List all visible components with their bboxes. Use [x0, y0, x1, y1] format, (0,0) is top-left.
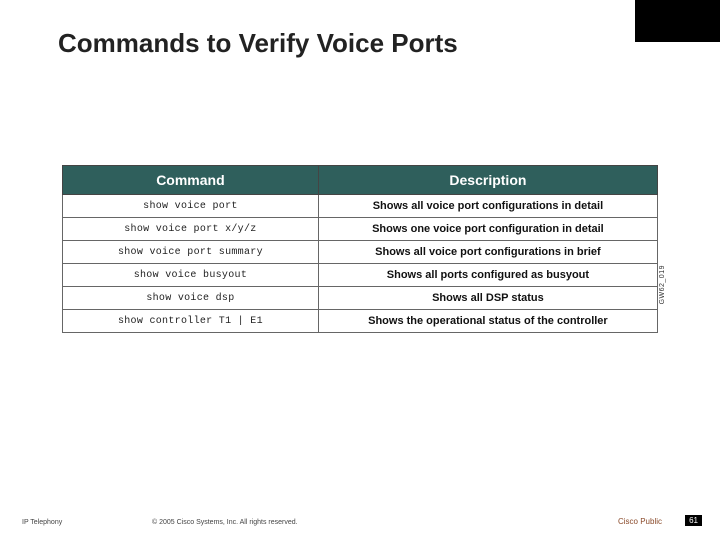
footer-course: IP Telephony	[22, 519, 62, 526]
cmd-cell: show voice busyout	[63, 264, 319, 287]
table-row: show voice port Shows all voice port con…	[63, 195, 658, 218]
footer: IP Telephony © 2005 Cisco Systems, Inc. …	[0, 506, 720, 526]
footer-copyright: © 2005 Cisco Systems, Inc. All rights re…	[152, 519, 298, 526]
commands-table: Command Description show voice port Show…	[62, 165, 658, 333]
desc-cell: Shows the operational status of the cont…	[318, 310, 657, 333]
figure-code: GW62_019	[659, 265, 666, 304]
table-row: show voice port x/y/z Shows one voice po…	[63, 218, 658, 241]
desc-cell: Shows all DSP status	[318, 287, 657, 310]
footer-page-number: 61	[685, 515, 702, 526]
desc-cell: Shows all ports configured as busyout	[318, 264, 657, 287]
col-header-command: Command	[63, 166, 319, 195]
cmd-cell: show voice port	[63, 195, 319, 218]
table-header-row: Command Description	[63, 166, 658, 195]
desc-cell: Shows all voice port configurations in d…	[318, 195, 657, 218]
table-row: show voice dsp Shows all DSP status	[63, 287, 658, 310]
corner-accent	[635, 0, 720, 42]
commands-table-container: Command Description show voice port Show…	[62, 165, 658, 333]
cmd-cell: show voice port summary	[63, 241, 319, 264]
table-row: show controller T1 | E1 Shows the operat…	[63, 310, 658, 333]
footer-public: Cisco Public	[618, 517, 662, 526]
cmd-cell: show voice dsp	[63, 287, 319, 310]
desc-cell: Shows one voice port configuration in de…	[318, 218, 657, 241]
table-row: show voice port summary Shows all voice …	[63, 241, 658, 264]
table-row: show voice busyout Shows all ports confi…	[63, 264, 658, 287]
desc-cell: Shows all voice port configurations in b…	[318, 241, 657, 264]
cmd-cell: show controller T1 | E1	[63, 310, 319, 333]
col-header-description: Description	[318, 166, 657, 195]
cmd-cell: show voice port x/y/z	[63, 218, 319, 241]
page-title: Commands to Verify Voice Ports	[58, 28, 458, 59]
